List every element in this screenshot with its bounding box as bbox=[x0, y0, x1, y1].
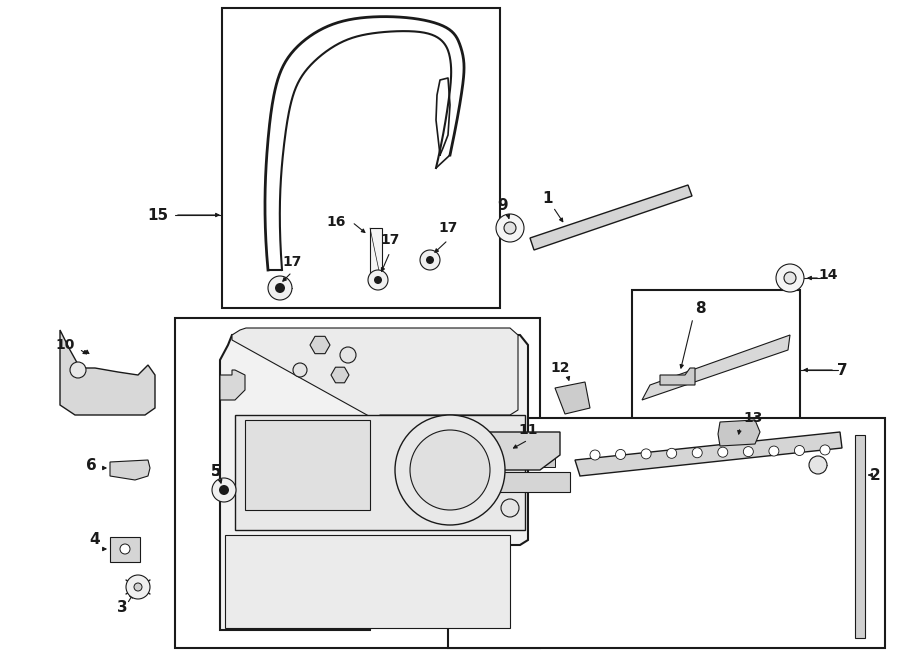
Circle shape bbox=[126, 575, 150, 599]
Polygon shape bbox=[110, 460, 150, 480]
Text: 5: 5 bbox=[211, 465, 221, 479]
Circle shape bbox=[504, 222, 516, 234]
Circle shape bbox=[275, 283, 285, 293]
Bar bbox=[175, 318, 540, 648]
Text: 14: 14 bbox=[818, 268, 838, 282]
Polygon shape bbox=[60, 330, 155, 415]
Circle shape bbox=[820, 445, 830, 455]
Circle shape bbox=[743, 447, 753, 457]
Circle shape bbox=[293, 363, 307, 377]
Circle shape bbox=[340, 347, 356, 363]
Circle shape bbox=[70, 362, 86, 378]
Circle shape bbox=[590, 450, 600, 460]
Circle shape bbox=[667, 448, 677, 458]
Polygon shape bbox=[575, 432, 842, 476]
Text: 7: 7 bbox=[837, 363, 847, 377]
Text: 5: 5 bbox=[211, 465, 221, 479]
Circle shape bbox=[420, 250, 440, 270]
Polygon shape bbox=[460, 432, 560, 470]
Text: 4: 4 bbox=[90, 532, 100, 547]
Bar bbox=[448, 418, 885, 648]
Text: 17: 17 bbox=[283, 255, 302, 269]
Bar bbox=[230, 560, 248, 575]
Text: 6: 6 bbox=[86, 457, 96, 473]
Bar bbox=[110, 537, 140, 562]
Polygon shape bbox=[245, 420, 370, 510]
Bar bbox=[632, 290, 800, 430]
Text: 9: 9 bbox=[498, 197, 508, 213]
Polygon shape bbox=[331, 367, 349, 383]
Circle shape bbox=[410, 430, 490, 510]
Circle shape bbox=[212, 478, 236, 502]
Polygon shape bbox=[220, 370, 245, 400]
Circle shape bbox=[718, 448, 728, 457]
Circle shape bbox=[426, 256, 434, 264]
Polygon shape bbox=[555, 382, 590, 414]
Polygon shape bbox=[458, 472, 570, 492]
Circle shape bbox=[692, 448, 702, 457]
Circle shape bbox=[120, 544, 130, 554]
Circle shape bbox=[374, 276, 382, 284]
Bar bbox=[222, 8, 500, 308]
Bar bbox=[465, 435, 555, 467]
Circle shape bbox=[784, 272, 796, 284]
Polygon shape bbox=[310, 336, 330, 354]
Polygon shape bbox=[530, 185, 692, 250]
Text: 2: 2 bbox=[869, 467, 880, 483]
Text: 17: 17 bbox=[438, 221, 458, 235]
Circle shape bbox=[795, 446, 805, 455]
Text: 10: 10 bbox=[55, 338, 75, 352]
Bar bbox=[370, 228, 382, 285]
Polygon shape bbox=[642, 335, 790, 400]
Polygon shape bbox=[718, 420, 760, 446]
Polygon shape bbox=[225, 535, 510, 628]
Text: 3: 3 bbox=[117, 600, 127, 616]
Polygon shape bbox=[855, 435, 865, 638]
Text: 17: 17 bbox=[381, 233, 400, 247]
Circle shape bbox=[368, 270, 388, 290]
Circle shape bbox=[769, 446, 778, 456]
Circle shape bbox=[641, 449, 651, 459]
Text: 1: 1 bbox=[543, 191, 553, 205]
Polygon shape bbox=[220, 335, 528, 630]
Polygon shape bbox=[232, 328, 518, 420]
Circle shape bbox=[809, 456, 827, 474]
Text: 11: 11 bbox=[518, 423, 538, 437]
Circle shape bbox=[776, 264, 804, 292]
Circle shape bbox=[268, 276, 292, 300]
Circle shape bbox=[616, 449, 625, 459]
Polygon shape bbox=[660, 368, 695, 385]
Circle shape bbox=[496, 214, 524, 242]
Circle shape bbox=[134, 583, 142, 591]
Circle shape bbox=[501, 499, 519, 517]
Text: 15: 15 bbox=[148, 207, 168, 222]
Text: 8: 8 bbox=[695, 301, 706, 316]
Circle shape bbox=[395, 415, 505, 525]
Circle shape bbox=[219, 485, 229, 495]
Polygon shape bbox=[235, 415, 525, 530]
Text: 13: 13 bbox=[743, 411, 762, 425]
Text: 16: 16 bbox=[327, 215, 346, 229]
Text: 12: 12 bbox=[550, 361, 570, 375]
